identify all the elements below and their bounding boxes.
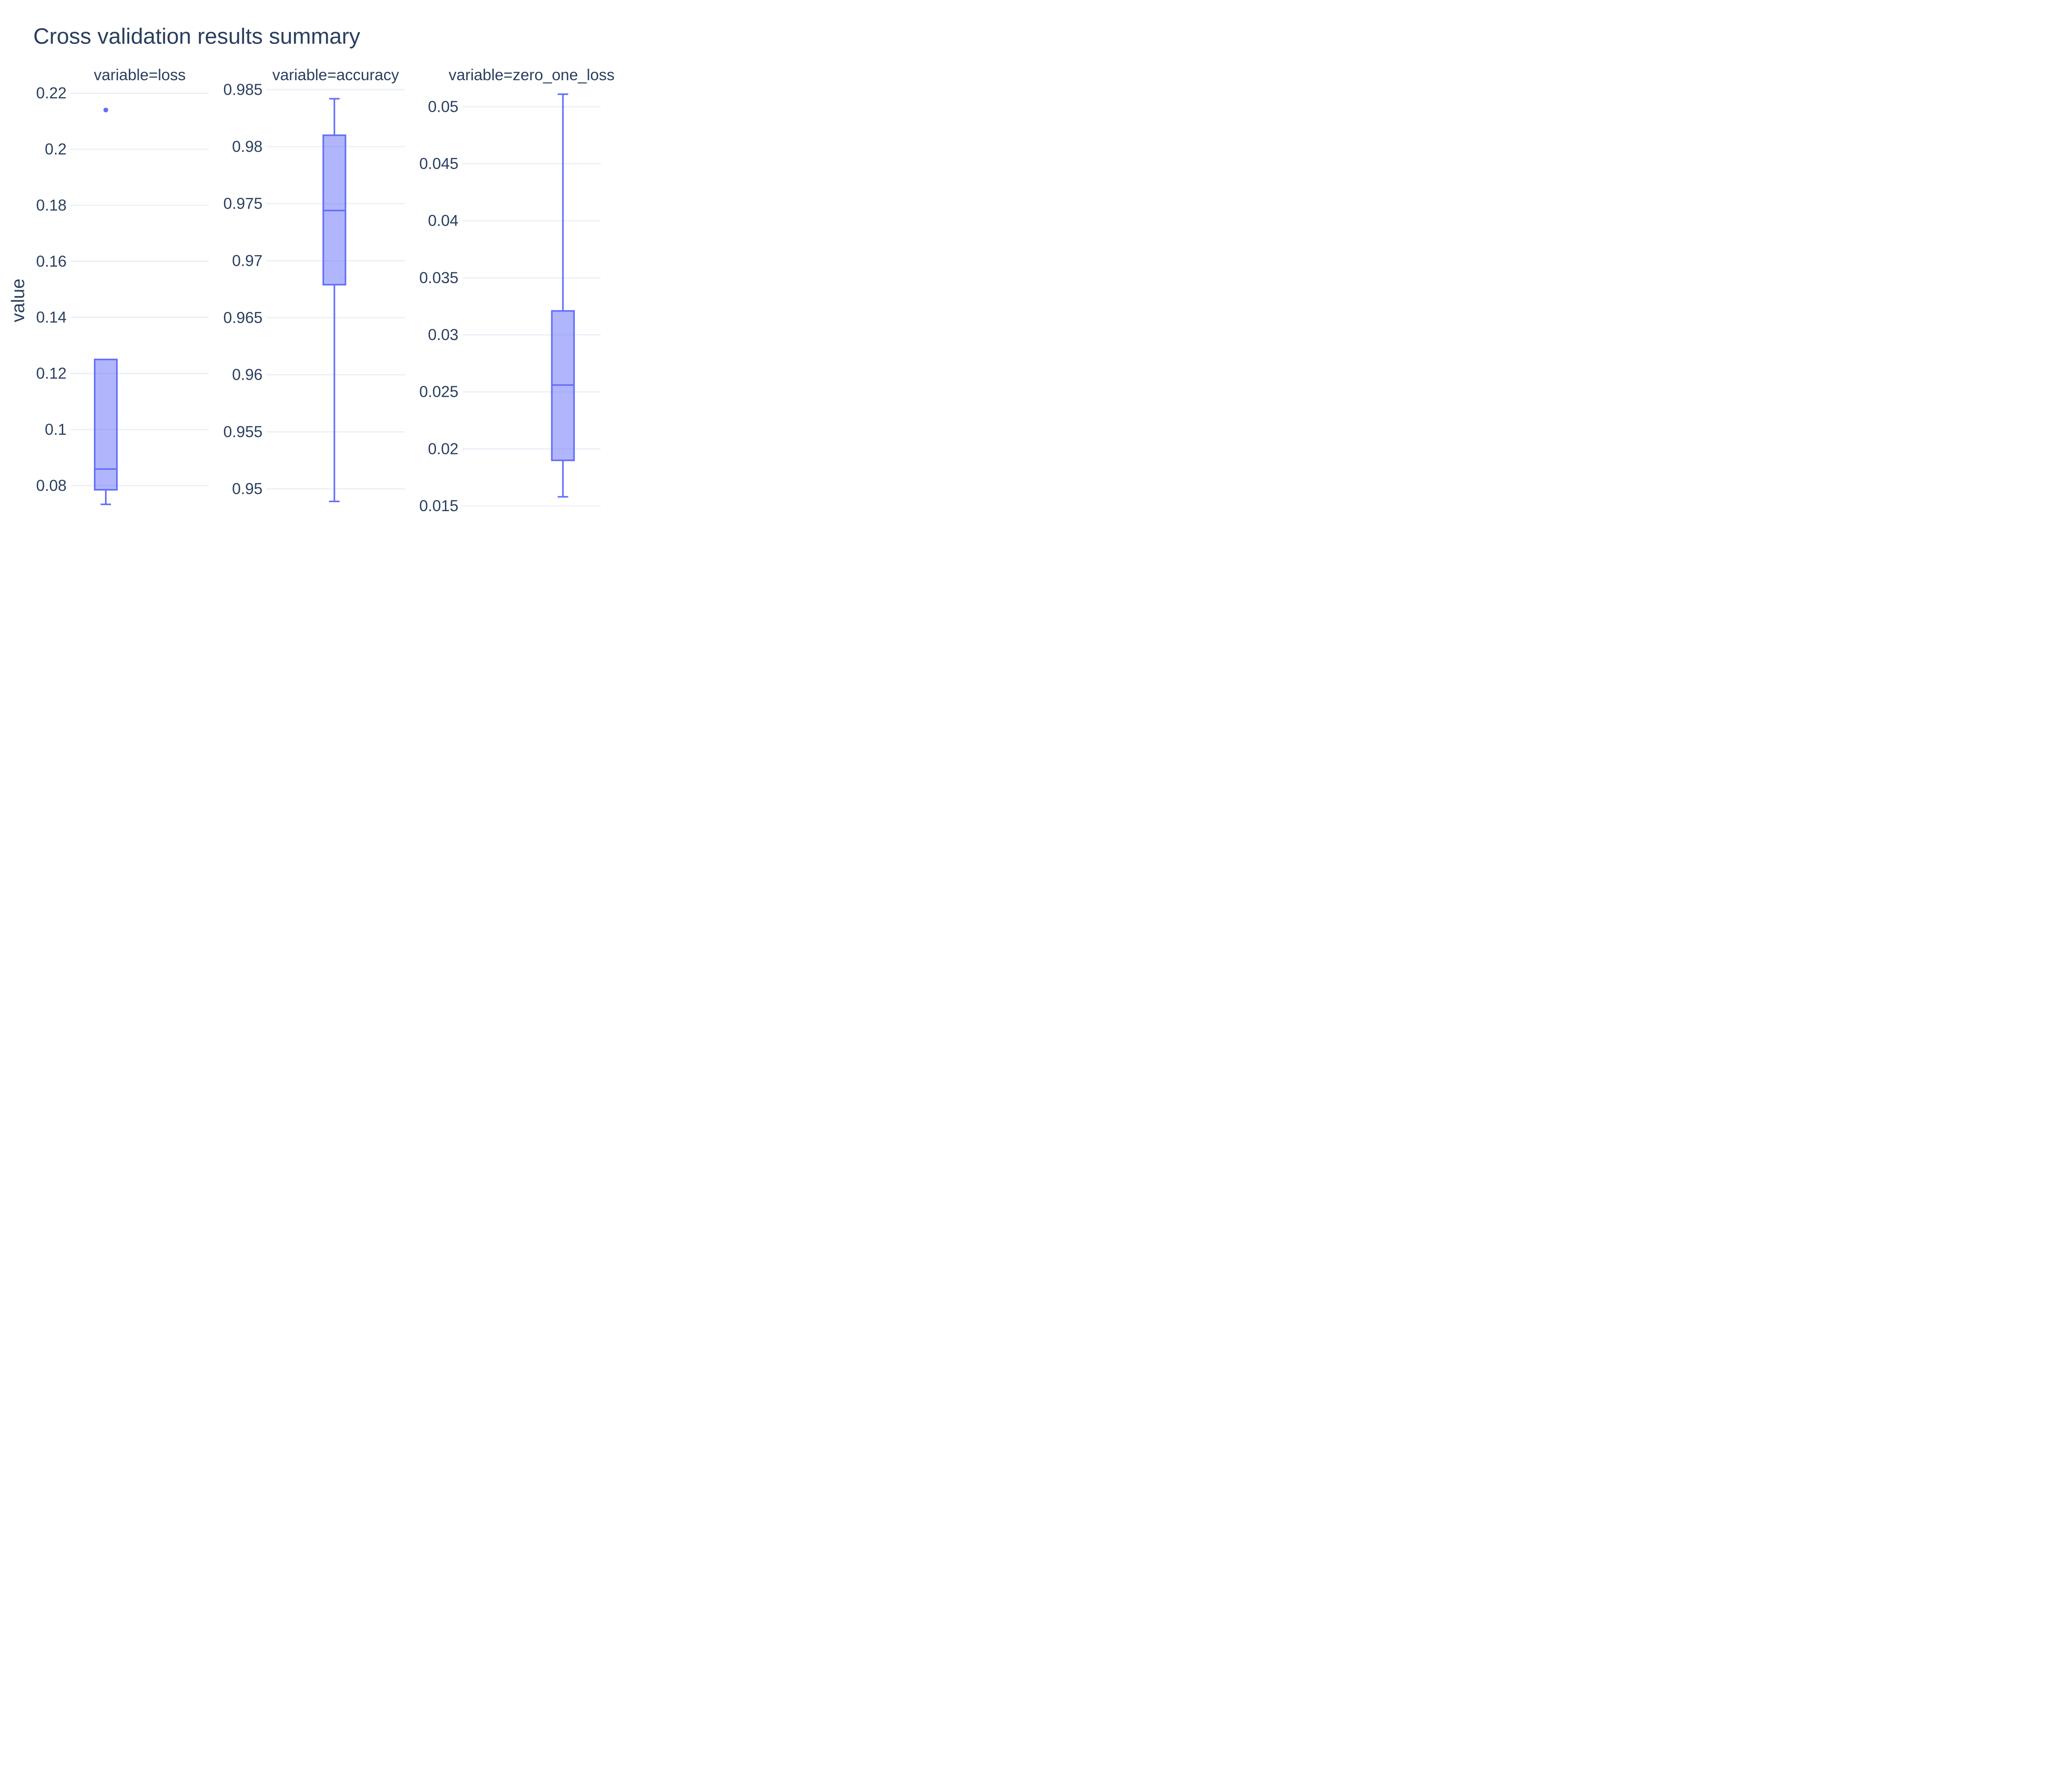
facet-title: variable=zero_one_loss bbox=[448, 66, 614, 84]
y-tick-label: 0.015 bbox=[419, 497, 459, 515]
y-tick-label: 0.2 bbox=[45, 140, 67, 158]
facet-panel: variable=loss 0.08 0.1 0.12 0.14 0.16 0.18 0.2 0… bbox=[36, 66, 209, 505]
y-tick-label: 0.16 bbox=[36, 253, 67, 270]
facet-title: variable=accuracy bbox=[272, 66, 399, 84]
facet-panel: variable=zero_one_loss 0.015 0.02 0.025 0.03… bbox=[419, 66, 615, 515]
y-tick-label: 0.985 bbox=[223, 81, 262, 98]
y-tick-label: 0.14 bbox=[36, 308, 67, 326]
y-tick-label: 0.03 bbox=[428, 326, 458, 343]
y-tick-label: 0.08 bbox=[36, 477, 67, 494]
y-tick-label: 0.97 bbox=[232, 252, 262, 269]
outlier-point bbox=[103, 108, 108, 113]
chart-container: Cross validation results summary value v… bbox=[0, 0, 669, 592]
y-tick-label: 0.05 bbox=[428, 98, 458, 115]
y-tick-label: 0.045 bbox=[419, 155, 459, 172]
facet-panels: variable=loss 0.08 0.1 0.12 0.14 0.16 0.18 0.2 0… bbox=[36, 66, 615, 515]
iqr-box bbox=[94, 358, 118, 491]
facet-title: variable=loss bbox=[94, 66, 186, 84]
y-tick-label: 0.98 bbox=[232, 138, 262, 155]
box-plot-chart: Cross validation results summary value v… bbox=[8, 24, 615, 515]
y-tick-label: 0.975 bbox=[223, 195, 262, 212]
y-tick-label: 0.12 bbox=[36, 365, 67, 382]
facet-panel: variable=accuracy 0.95 0.955 0.96 0.965 0.97 0… bbox=[223, 66, 405, 502]
y-tick-label: 0.02 bbox=[428, 440, 458, 457]
y-tick-label: 0.22 bbox=[36, 84, 67, 102]
y-tick-label: 0.035 bbox=[419, 269, 459, 286]
y-tick-label: 0.025 bbox=[419, 383, 459, 401]
y-tick-label: 0.95 bbox=[232, 480, 262, 497]
y-tick-label: 0.04 bbox=[428, 212, 458, 230]
y-axis-title: value bbox=[8, 279, 29, 322]
y-tick-label: 0.1 bbox=[45, 421, 67, 438]
y-tick-label: 0.18 bbox=[36, 196, 67, 214]
y-tick-label: 0.96 bbox=[232, 366, 262, 384]
chart-title: Cross validation results summary bbox=[33, 24, 360, 49]
y-tick-label: 0.955 bbox=[223, 423, 262, 440]
y-tick-label: 0.965 bbox=[223, 309, 262, 326]
